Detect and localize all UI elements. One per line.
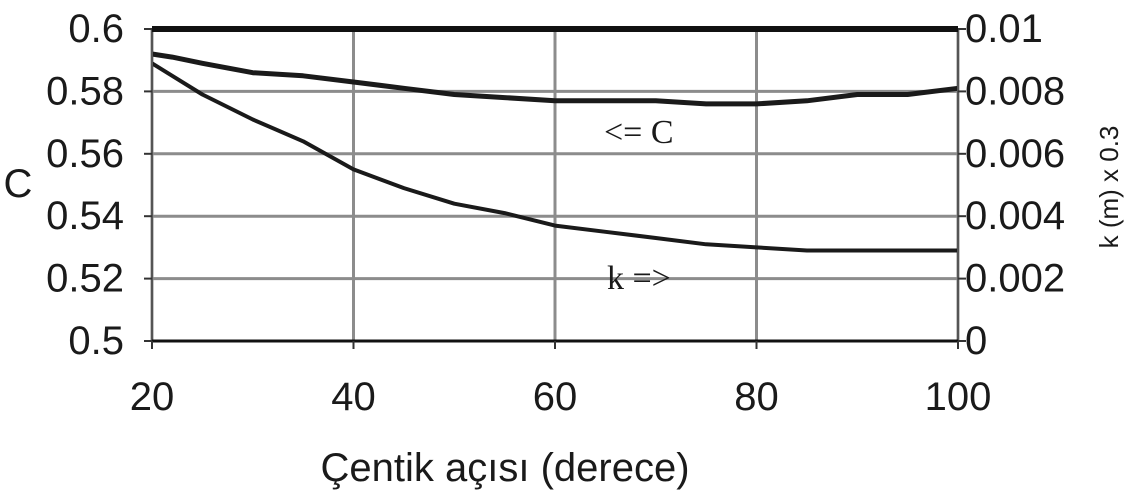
x-axis-title: Çentik açısı (derece) [320, 446, 689, 490]
y2-tick-label: 0.006 [965, 132, 1065, 176]
y2-tick-label: 0.004 [965, 194, 1065, 238]
x-tick-label: 60 [533, 375, 578, 419]
y-axis-title: C [4, 162, 33, 206]
y2-tick-label: 0.002 [965, 257, 1065, 301]
y-tick-label: 0.6 [68, 7, 124, 51]
y2-axis-title: k (m) x 0.3 [1094, 126, 1124, 249]
y-tick-label: 0.58 [46, 69, 124, 113]
tick-labels: 0.5 0 0.52 0.002 0.54 0.004 0.56 0.006 0.58 0.008… [46, 7, 1065, 419]
plot-frame [144, 26, 966, 349]
series-layer [150, 51, 959, 253]
c-series-annotation: <= C [604, 114, 674, 151]
x-tick-label: 80 [734, 375, 779, 419]
series-line-k [150, 61, 958, 253]
x-tick-label: 40 [331, 375, 376, 419]
y2-tick-label: 0.01 [965, 7, 1043, 51]
k-series-annotation: k => [607, 260, 671, 297]
series-line-c [151, 51, 959, 107]
y2-tick-label: 0.008 [965, 69, 1065, 113]
y-tick-label: 0.54 [46, 194, 124, 238]
y2-tick-label: 0 [965, 319, 987, 363]
x-tick-label: 100 [925, 375, 992, 419]
y-tick-label: 0.56 [46, 132, 124, 176]
x-tick-label: 20 [130, 375, 175, 419]
y-tick-label: 0.5 [68, 319, 124, 363]
y-tick-label: 0.52 [46, 257, 124, 301]
